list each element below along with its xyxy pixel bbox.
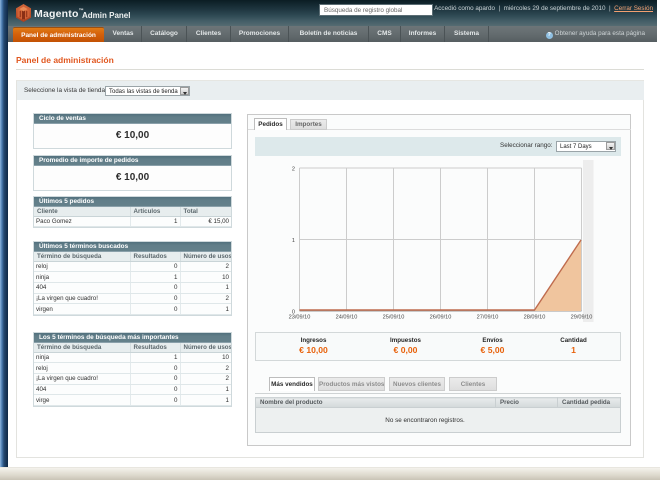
svg-text:27/09/10: 27/09/10 — [477, 315, 499, 321]
svg-text:24/09/10: 24/09/10 — [336, 315, 358, 321]
svg-text:1: 1 — [292, 238, 295, 244]
svg-text:0: 0 — [292, 310, 295, 316]
svg-text:23/09/10: 23/09/10 — [289, 315, 311, 321]
svg-text:25/09/10: 25/09/10 — [383, 315, 405, 321]
svg-text:28/09/10: 28/09/10 — [524, 315, 546, 321]
svg-text:29/09/10: 29/09/10 — [571, 315, 593, 321]
svg-text:2: 2 — [292, 167, 295, 173]
svg-text:26/09/10: 26/09/10 — [430, 315, 452, 321]
